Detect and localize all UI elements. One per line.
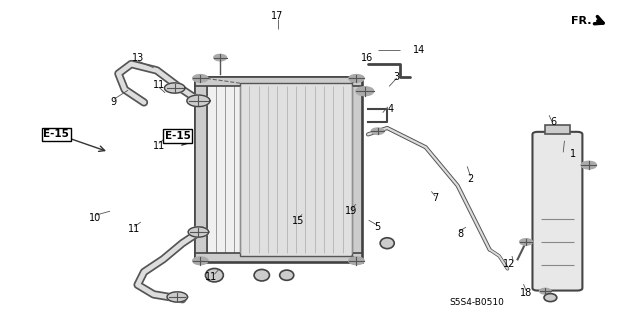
- Text: 8: 8: [458, 228, 464, 239]
- Bar: [545, 125, 570, 134]
- Text: 17: 17: [271, 11, 284, 21]
- Ellipse shape: [205, 268, 223, 282]
- Ellipse shape: [544, 294, 557, 301]
- Polygon shape: [167, 292, 188, 302]
- Text: 16: 16: [361, 52, 374, 63]
- Text: 2: 2: [467, 174, 474, 184]
- Text: E-15: E-15: [165, 131, 191, 141]
- Text: 18: 18: [520, 288, 532, 298]
- Text: 11: 11: [152, 140, 165, 151]
- Text: E-15: E-15: [44, 129, 69, 140]
- Text: 11: 11: [128, 224, 141, 234]
- Text: 12: 12: [502, 259, 515, 269]
- Circle shape: [349, 257, 364, 265]
- Text: 19: 19: [345, 206, 358, 216]
- Bar: [195, 77, 207, 262]
- Text: 6: 6: [550, 116, 557, 127]
- Circle shape: [540, 288, 551, 294]
- Ellipse shape: [380, 238, 394, 249]
- Text: 5: 5: [374, 222, 381, 232]
- Circle shape: [520, 239, 532, 245]
- Circle shape: [356, 87, 374, 96]
- Text: 1: 1: [570, 148, 576, 159]
- Bar: [240, 83, 352, 256]
- Text: 9: 9: [111, 97, 117, 108]
- Circle shape: [214, 54, 227, 61]
- Bar: [350, 77, 362, 262]
- Text: 3: 3: [394, 72, 400, 82]
- Text: 4: 4: [387, 104, 394, 114]
- Text: 14: 14: [413, 44, 426, 55]
- Ellipse shape: [280, 270, 294, 280]
- Bar: [195, 77, 362, 262]
- Text: 7: 7: [432, 193, 438, 204]
- FancyBboxPatch shape: [532, 132, 582, 291]
- Text: FR.: FR.: [571, 16, 591, 26]
- Bar: [195, 77, 362, 86]
- Text: 11: 11: [205, 272, 218, 282]
- Text: S5S4-B0510: S5S4-B0510: [449, 298, 504, 307]
- Circle shape: [193, 75, 208, 82]
- Polygon shape: [164, 83, 185, 93]
- Polygon shape: [188, 227, 209, 237]
- Text: 10: 10: [88, 212, 101, 223]
- Bar: [195, 253, 362, 262]
- Circle shape: [349, 75, 364, 82]
- Circle shape: [581, 161, 596, 169]
- Text: 11: 11: [152, 80, 165, 90]
- Text: 13: 13: [131, 52, 144, 63]
- Circle shape: [193, 257, 208, 265]
- Ellipse shape: [254, 269, 269, 281]
- Polygon shape: [187, 95, 210, 107]
- Circle shape: [371, 128, 384, 134]
- Text: 15: 15: [292, 216, 305, 226]
